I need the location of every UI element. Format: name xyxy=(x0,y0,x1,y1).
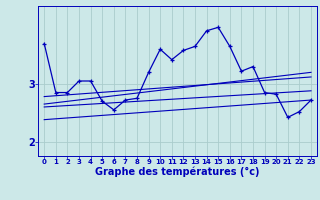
X-axis label: Graphe des températures (°c): Graphe des températures (°c) xyxy=(95,167,260,177)
